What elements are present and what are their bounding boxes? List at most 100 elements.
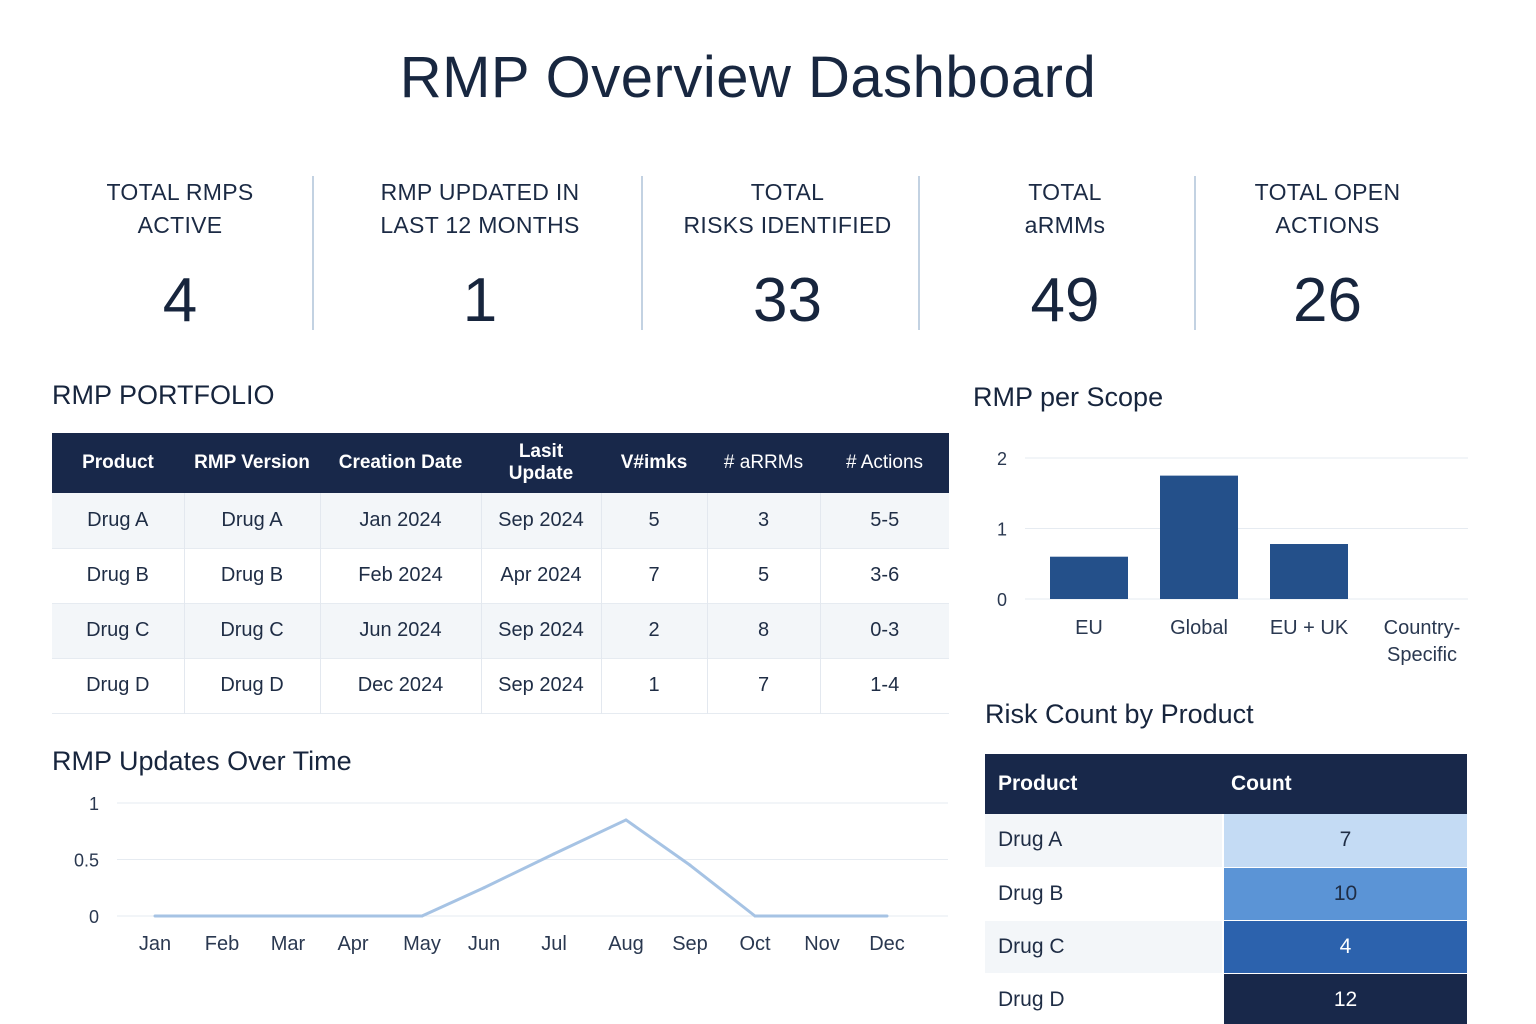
table-row[interactable]: Drug A Drug A Jan 2024 Sep 2024 5 3 5-5 xyxy=(52,493,949,548)
data-point xyxy=(820,914,824,918)
kpi-total-rmps-active: TOTAL RMPS ACTIVE 4 xyxy=(60,176,300,335)
data-point xyxy=(420,914,424,918)
kpi-value: 33 xyxy=(753,266,822,335)
x-tick-label: Feb xyxy=(205,933,239,955)
cell-product: Drug A xyxy=(52,493,185,548)
kpi-rmp-updated: RMP UPDATED IN LAST 12 MONTHS 1 xyxy=(330,176,630,335)
cell-product: Drug D xyxy=(998,987,1065,1011)
cell-creation-date: Dec 2024 xyxy=(320,658,482,713)
cell-rmp-version: Drug B xyxy=(184,548,321,603)
col-product[interactable]: Product xyxy=(82,452,154,473)
data-point xyxy=(753,914,757,918)
kpi-label: TOTAL aRMMs xyxy=(1024,179,1106,238)
portfolio-table: Product RMP Version Creation Date Lasit … xyxy=(52,433,949,714)
cell-actions: 0-3 xyxy=(870,619,900,641)
col-vimks[interactable]: V#imks xyxy=(620,452,688,473)
table-row[interactable]: Drug D Drug D Dec 2024 Sep 2024 1 7 1-4 xyxy=(52,658,949,713)
x-tick-label: EU xyxy=(1075,617,1103,639)
cell-count: 12 xyxy=(1222,973,1467,1024)
col-last-update[interactable]: Lasit Update xyxy=(508,441,574,484)
x-tick-label: EU + UK xyxy=(1270,617,1349,639)
cell-armms: 3 xyxy=(707,493,821,548)
kpi-total-risks: TOTAL RISKS IDENTIFIED 33 xyxy=(655,176,920,335)
y-tick-label: 0.5 xyxy=(74,851,99,871)
cell-last-update: Sep 2024 xyxy=(481,658,602,713)
cell-armms: 5 xyxy=(707,548,821,603)
kpi-value: 4 xyxy=(162,266,198,335)
kpi-divider xyxy=(918,176,920,330)
cell-last-update: Sep 2024 xyxy=(481,493,602,548)
risk-count-table: Product Count Drug A 7 Drug B 10 Drug C 4 Drug… xyxy=(985,754,1467,1024)
x-tick-label: Jun xyxy=(468,933,500,955)
scope-chart-title: RMP per Scope xyxy=(973,382,1164,412)
table-row[interactable]: Drug D 12 xyxy=(985,973,1467,1024)
x-tick-label: Jan xyxy=(139,933,171,955)
table-row[interactable]: Drug B 10 xyxy=(985,867,1467,920)
col-actions[interactable]: # Actions xyxy=(845,452,924,473)
cell-vimks: 2 xyxy=(601,603,708,658)
data-point xyxy=(624,818,628,822)
y-tick-label: 0 xyxy=(997,590,1007,610)
x-tick-label: Mar xyxy=(271,933,306,955)
cell-count: 7 xyxy=(1222,814,1467,867)
kpi-divider xyxy=(1194,176,1196,330)
kpi-total-armms: TOTAL aRMMs 49 xyxy=(935,176,1195,335)
table-row[interactable]: Drug B Drug B Feb 2024 Apr 2024 7 5 3-6 xyxy=(52,548,949,603)
cell-actions: 3-6 xyxy=(870,564,900,586)
risk-table-title: Risk Count by Product xyxy=(985,699,1254,729)
y-tick-label: 1 xyxy=(89,794,99,814)
x-tick-label: Jul xyxy=(541,933,567,955)
cell-count: 4 xyxy=(1222,920,1467,973)
portfolio-header-row: Product RMP Version Creation Date Lasit … xyxy=(52,433,949,493)
data-point xyxy=(688,863,692,867)
cell-last-update: Sep 2024 xyxy=(481,603,602,658)
data-point xyxy=(286,914,290,918)
x-tick-label: Apr xyxy=(337,933,368,955)
cell-rmp-version: Drug A xyxy=(184,493,321,548)
data-point xyxy=(552,852,556,856)
cell-product: Drug B xyxy=(52,548,185,603)
x-tick-label: Nov xyxy=(804,933,840,955)
data-point xyxy=(351,914,355,918)
table-row[interactable]: Drug C Drug C Jun 2024 Sep 2024 2 8 0-3 xyxy=(52,603,949,658)
x-tick-label: Dec xyxy=(869,933,905,955)
series-line xyxy=(155,818,887,918)
scope-bar-chart: 2 1 0 EU Global EU + UK Country-Specific xyxy=(997,449,1468,666)
col-product[interactable]: Product xyxy=(998,772,1078,795)
cell-armms: 8 xyxy=(707,603,821,658)
data-point xyxy=(885,914,889,918)
col-rmp-version[interactable]: RMP Version xyxy=(194,452,310,473)
kpi-value: 26 xyxy=(1293,266,1362,335)
kpi-value: 49 xyxy=(1030,266,1100,335)
x-tick-label: Global xyxy=(1170,617,1228,639)
col-creation-date[interactable]: Creation Date xyxy=(338,452,463,473)
cell-rmp-version: Drug D xyxy=(184,658,321,713)
cell-armms: 7 xyxy=(707,658,821,713)
cell-creation-date: Jun 2024 xyxy=(320,603,482,658)
kpi-label: TOTAL RMPS ACTIVE xyxy=(106,179,254,238)
y-tick-label: 2 xyxy=(997,449,1007,469)
x-tick-label: Aug xyxy=(608,933,644,955)
cell-last-update: Apr 2024 xyxy=(481,548,602,603)
cell-actions: 1-4 xyxy=(870,674,900,696)
y-tick-label: 1 xyxy=(997,520,1007,540)
cell-vimks: 7 xyxy=(601,548,708,603)
col-count[interactable]: Count xyxy=(1231,772,1292,795)
cell-creation-date: Feb 2024 xyxy=(320,548,482,603)
cell-count: 10 xyxy=(1222,867,1467,920)
cell-creation-date: Jan 2024 xyxy=(320,493,482,548)
kpi-label: TOTAL OPEN ACTIONS xyxy=(1254,179,1401,238)
y-tick-label: 0 xyxy=(89,907,99,927)
kpi-label: TOTAL RISKS IDENTIFIED xyxy=(683,179,892,238)
x-tick-label: Country-Specific xyxy=(1384,617,1461,666)
cell-product: Drug B xyxy=(998,881,1064,905)
x-tick-label: May xyxy=(403,933,441,955)
kpi-divider xyxy=(312,176,314,330)
col-armms[interactable]: # aRRMs xyxy=(723,452,804,473)
cell-actions: 5-5 xyxy=(870,508,900,531)
risk-header-row: Product Count xyxy=(985,754,1467,814)
bar xyxy=(1270,544,1348,599)
cell-product: Drug C xyxy=(985,920,1223,973)
